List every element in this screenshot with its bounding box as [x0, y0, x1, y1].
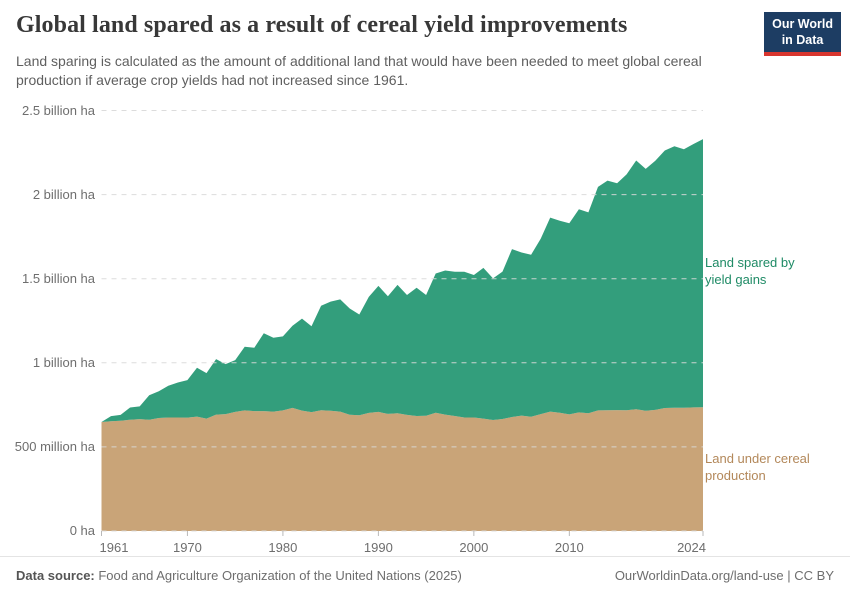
y-axis-tick-label: 500 million ha — [14, 438, 95, 454]
series-label-land-under-cereal-line1: Land under cereal — [705, 451, 810, 466]
y-axis-tick-label: 2 billion ha — [32, 186, 95, 202]
x-axis-tick-label: 1980 — [268, 540, 298, 555]
chart-subtitle: Land sparing is calculated as the amount… — [16, 53, 702, 88]
series-label-land-spared-line1: Land spared by — [705, 255, 795, 270]
series-label-land-under-cereal: Land under cereal production — [705, 451, 810, 484]
y-axis-tick-label: 1 billion ha — [32, 354, 95, 370]
x-axis-tick-label: 2000 — [459, 540, 489, 555]
y-axis-tick-label: 1.5 billion ha — [22, 270, 95, 286]
x-axis-tick-label: 1970 — [172, 540, 202, 555]
y-axis-tick-label: 2.5 billion ha — [22, 102, 95, 118]
data-source: Data source: Food and Agriculture Organi… — [16, 568, 462, 583]
area-land-under-cereal-production[interactable] — [101, 407, 704, 531]
data-source-text: Food and Agriculture Organization of the… — [94, 568, 462, 583]
series-label-land-spared: Land spared by yield gains — [705, 255, 795, 288]
series-label-land-spared-line2: yield gains — [705, 271, 767, 287]
page-title: Global land spared as a result of cereal… — [16, 12, 628, 38]
footer-separator: | — [783, 568, 795, 583]
footer-link[interactable]: OurWorldinData.org/land-use — [614, 568, 784, 583]
owid-logo[interactable]: Our World in Data — [764, 12, 841, 57]
footer-attribution: OurWorldinData.org/land-use | CC BY — [615, 568, 834, 583]
y-axis-tick-label: 0 ha — [69, 523, 95, 538]
x-axis-tick-label: 2010 — [554, 540, 584, 555]
footer-license[interactable]: CC BY — [794, 568, 834, 583]
owid-logo-line1: Our World — [772, 17, 833, 31]
x-axis-tick-label: 2024 — [677, 540, 706, 555]
x-axis-tick-label: 1961 — [99, 540, 129, 555]
x-axis-tick-label: 1990 — [363, 540, 393, 555]
area-land-spared-by-yield-gains[interactable] — [101, 139, 704, 422]
series-label-land-under-cereal-line2: production — [705, 467, 766, 483]
owid-logo-line2: in Data — [781, 32, 824, 47]
chart-footer: Data source: Food and Agriculture Organi… — [0, 556, 850, 600]
data-source-label: Data source: — [16, 568, 95, 583]
